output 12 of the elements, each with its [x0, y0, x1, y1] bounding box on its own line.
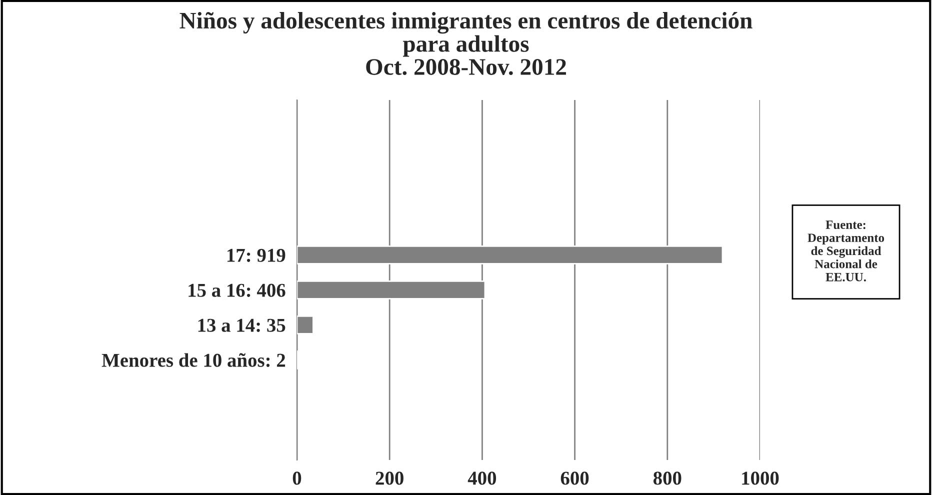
chart-title: Niños y adolescentes inmigrantes en centros de detención para adultos Oct. 2008-Nov. 2012	[180, 12, 752, 76]
x-tick-label: 800	[653, 472, 682, 485]
y-tick-label: 15 a 16: 406	[188, 284, 286, 297]
y-tick-label: 17: 919	[228, 248, 286, 262]
x-tick-label: 600	[560, 472, 589, 485]
x-tick-label: 200	[376, 472, 404, 485]
x-tick-label: 1000	[742, 472, 779, 485]
x-tick-label: 0	[292, 472, 302, 485]
y-tick-label: 13 a 14: 35	[198, 318, 286, 332]
y-tick-label: Menores de 10 años: 2	[102, 353, 286, 367]
source-note: Fuente: Departamento de Seguridad Nacional de EE.UU.	[808, 220, 884, 282]
x-tick-label: 400	[468, 472, 496, 485]
